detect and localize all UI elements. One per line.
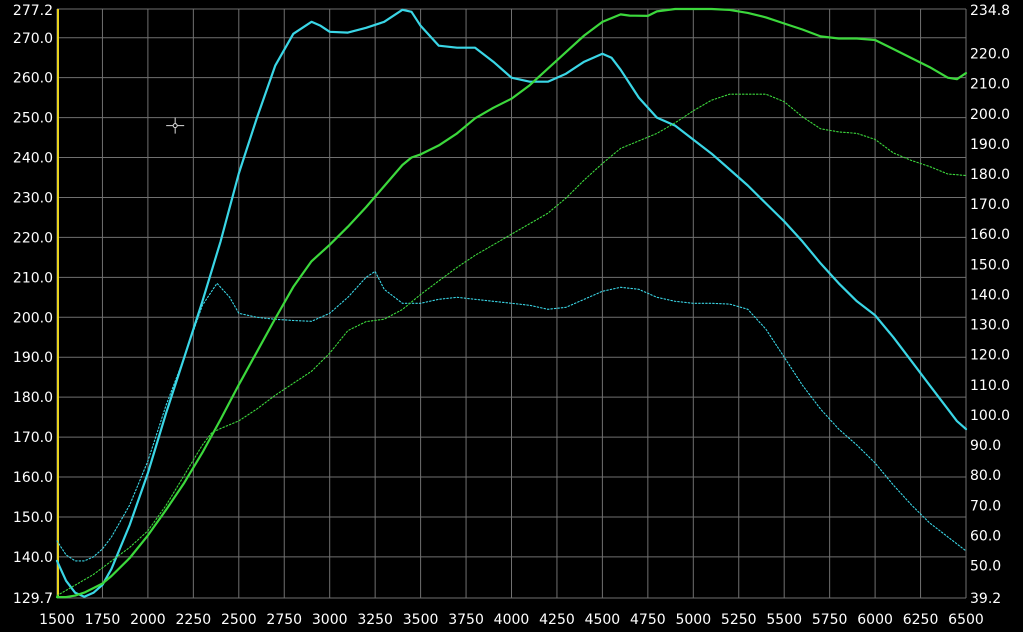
right-tick-label: 170.0 (970, 197, 1010, 213)
grid (56, 8, 967, 599)
x-tick-label: 2250 (176, 612, 212, 628)
left-tick-label: 180.0 (13, 390, 53, 406)
left-tick-label: 260.0 (13, 71, 53, 87)
right-tick-label: 160.0 (970, 227, 1010, 243)
right-tick-label: 234.8 (970, 3, 1010, 19)
x-tick-label: 1750 (85, 612, 121, 628)
left-tick-label: 220.0 (13, 230, 53, 246)
right-tick-label: 100.0 (970, 408, 1010, 424)
right-tick-label: 50.0 (970, 558, 1001, 574)
x-tick-label: 2500 (221, 612, 257, 628)
x-tick-label: 3500 (403, 612, 439, 628)
right-tick-label: 120.0 (970, 348, 1010, 364)
right-tick-label: 130.0 (970, 318, 1010, 334)
series-line-0 (55, 8, 968, 598)
right-tick-label: 220.0 (970, 47, 1010, 63)
left-tick-label: 150.0 (13, 510, 53, 526)
x-tick-label: 4250 (539, 612, 575, 628)
x-tick-label: 3750 (448, 612, 484, 628)
left-tick-labels: 277.2 270.0 260.0 250.0 240.0 230.0 220.0 210.0… (13, 3, 53, 607)
left-tick-label: 190.0 (13, 350, 53, 366)
crosshair-center (172, 123, 178, 129)
right-tick-label: 210.0 (970, 77, 1010, 93)
x-tick-label: 1500 (39, 612, 75, 628)
left-tick-label: 230.0 (13, 190, 53, 206)
x-tick-label: 2000 (130, 612, 166, 628)
right-tick-label: 180.0 (970, 167, 1010, 183)
right-tick-label: 110.0 (970, 378, 1010, 394)
x-tick-labels: 1500 1750 2000 2250 2500 2750 3000 3250 3500 3750… (39, 612, 984, 628)
right-tick-label: 90.0 (970, 438, 1001, 454)
left-tick-label: 240.0 (13, 151, 53, 167)
right-tick-label: 80.0 (970, 468, 1001, 484)
x-tick-label: 5500 (766, 612, 802, 628)
series-line-3 (56, 93, 967, 597)
left-tick-label: 250.0 (13, 111, 53, 127)
right-tick-label: 150.0 (970, 257, 1010, 273)
right-tick-label: 70.0 (970, 498, 1001, 514)
x-tick-label: 5000 (675, 612, 711, 628)
left-tick-label: 160.0 (13, 470, 53, 486)
series-layer (55, 7, 968, 599)
left-tick-label: 200.0 (13, 310, 53, 326)
left-tick-label: 170.0 (13, 430, 53, 446)
right-tick-label: 190.0 (970, 137, 1010, 153)
x-tick-label: 4500 (585, 612, 621, 628)
right-tick-label: 140.0 (970, 287, 1010, 303)
x-tick-label: 5250 (721, 612, 757, 628)
x-tick-label: 2750 (266, 612, 302, 628)
right-tick-label: 200.0 (970, 107, 1010, 123)
x-tick-label: 3000 (312, 612, 348, 628)
x-tick-label: 4000 (494, 612, 530, 628)
x-tick-label: 6250 (903, 612, 939, 628)
x-tick-label: 6500 (948, 612, 984, 628)
right-tick-label: 39.2 (970, 591, 1001, 607)
crosshair-cursor[interactable] (166, 117, 185, 134)
x-tick-label: 3250 (357, 612, 393, 628)
x-tick-label: 5750 (812, 612, 848, 628)
left-tick-label: 140.0 (13, 550, 53, 566)
left-tick-label: 277.2 (13, 3, 53, 19)
left-tick-label: 129.7 (13, 591, 53, 607)
left-tick-label: 270.0 (13, 31, 53, 47)
left-tick-label: 210.0 (13, 270, 53, 286)
series-line-2 (55, 7, 968, 599)
x-tick-label: 4750 (630, 612, 666, 628)
right-tick-label: 60.0 (970, 528, 1001, 544)
x-tick-label: 6000 (857, 612, 893, 628)
right-tick-labels: 234.8 220.0 210.0 200.0 190.0 180.0 170.0 160.0… (970, 3, 1010, 607)
series-line-1 (56, 270, 967, 562)
